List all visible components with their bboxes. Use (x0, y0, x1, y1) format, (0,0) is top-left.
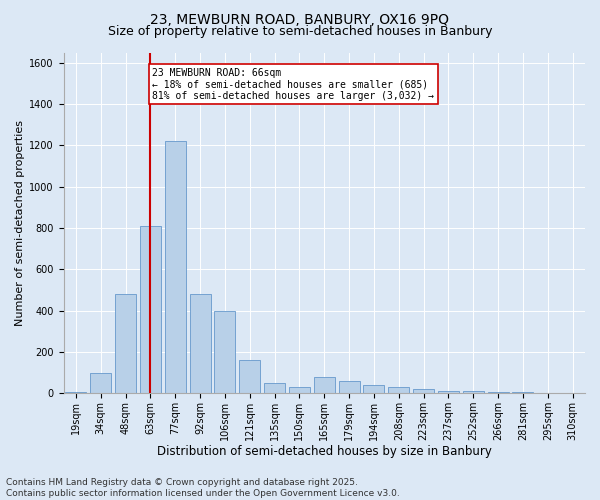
Bar (314, 376, 335, 393)
Bar (115, 294, 136, 393)
Bar (338, 381, 359, 393)
Text: 23, MEWBURN ROAD, BANBURY, OX16 9PQ: 23, MEWBURN ROAD, BANBURY, OX16 9PQ (151, 12, 449, 26)
Bar (512, 392, 533, 393)
Bar (264, 383, 285, 393)
Bar (65, 392, 86, 393)
Text: 23 MEWBURN ROAD: 66sqm
← 18% of semi-detached houses are smaller (685)
81% of se: 23 MEWBURN ROAD: 66sqm ← 18% of semi-det… (152, 68, 434, 101)
Bar (165, 142, 186, 393)
Bar (388, 387, 409, 393)
Bar (190, 294, 211, 393)
Text: Contains HM Land Registry data © Crown copyright and database right 2025.
Contai: Contains HM Land Registry data © Crown c… (6, 478, 400, 498)
Bar (140, 226, 161, 393)
Text: Size of property relative to semi-detached houses in Banbury: Size of property relative to semi-detach… (108, 25, 492, 38)
Bar (289, 387, 310, 393)
X-axis label: Distribution of semi-detached houses by size in Banbury: Distribution of semi-detached houses by … (157, 444, 491, 458)
Bar (488, 392, 509, 393)
Bar (214, 310, 235, 393)
Bar (90, 372, 112, 393)
Bar (438, 391, 459, 393)
Y-axis label: Number of semi-detached properties: Number of semi-detached properties (15, 120, 25, 326)
Bar (364, 385, 385, 393)
Bar (239, 360, 260, 393)
Bar (537, 392, 559, 393)
Bar (463, 391, 484, 393)
Bar (413, 389, 434, 393)
